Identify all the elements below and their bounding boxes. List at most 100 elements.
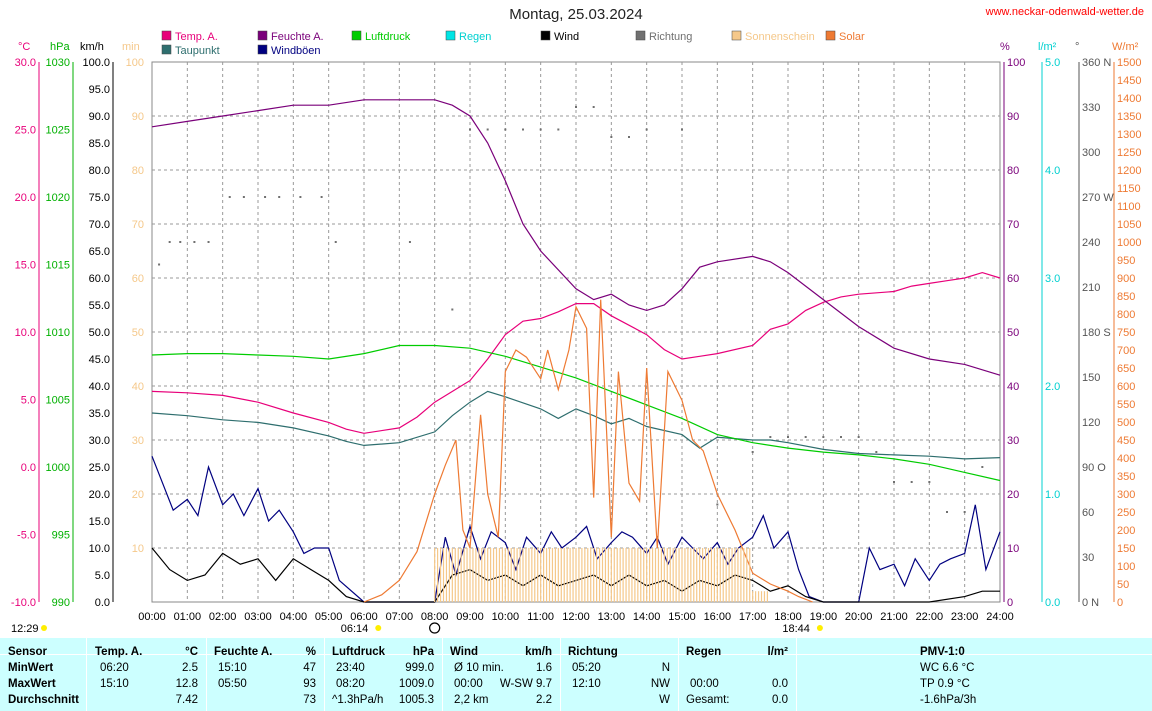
website-link[interactable]: www.neckar-odenwald-wetter.de bbox=[985, 6, 1144, 18]
direction-point bbox=[822, 436, 825, 438]
y-tick-label-solar: 100 bbox=[1117, 561, 1135, 573]
col-unit-temp: °C bbox=[185, 646, 198, 658]
y-tick-label-temp: 30.0 bbox=[15, 57, 36, 69]
x-tick-label: 00:00 bbox=[138, 611, 166, 623]
x-tick-label: 18:00 bbox=[774, 611, 802, 623]
y-tick-label-solar: 900 bbox=[1117, 273, 1135, 285]
y-tick-label-press: 1030 bbox=[46, 57, 70, 69]
min-wind-note: Ø 10 min. bbox=[454, 662, 504, 674]
y-tick-label-sunshine: 80 bbox=[132, 165, 144, 177]
legend-swatch-gust bbox=[257, 44, 268, 55]
min-press-time: 23:40 bbox=[336, 662, 365, 674]
y-tick-label-solar: 300 bbox=[1117, 489, 1135, 501]
y-tick-label-solar: 400 bbox=[1117, 453, 1135, 465]
y-tick-label-hum: 90 bbox=[1007, 111, 1019, 123]
col-unit-wind: km/h bbox=[525, 646, 552, 658]
y-tick-label-wind: 10.0 bbox=[89, 543, 110, 555]
legend-swatch-wind bbox=[540, 30, 551, 41]
x-tick-label: 02:00 bbox=[209, 611, 237, 623]
y-tick-label-hum: 40 bbox=[1007, 381, 1019, 393]
direction-point bbox=[320, 196, 323, 198]
y-tick-label-press: 995 bbox=[52, 530, 70, 542]
direction-point bbox=[804, 436, 807, 438]
direction-point bbox=[787, 436, 789, 438]
y-tick-label-temp: -10.0 bbox=[11, 597, 36, 609]
column-divider bbox=[678, 638, 679, 711]
direction-point bbox=[963, 511, 966, 513]
y-tick-label-sunshine: 20 bbox=[132, 489, 144, 501]
y-tick-label-hum: 10 bbox=[1007, 543, 1019, 555]
x-tick-label: 03:00 bbox=[244, 611, 272, 623]
col-header-pmv: PMV-1:0 bbox=[920, 646, 965, 658]
direction-point bbox=[228, 196, 231, 198]
min-temp-value: 2.5 bbox=[182, 662, 198, 674]
avg-hum-value: 73 bbox=[303, 694, 316, 706]
direction-point bbox=[469, 128, 471, 131]
direction-point bbox=[875, 451, 878, 453]
direction-point bbox=[910, 481, 913, 483]
direction-point bbox=[575, 106, 577, 108]
sunrise-time: 06:14 bbox=[341, 623, 369, 635]
y-tick-label-solar: 250 bbox=[1117, 507, 1135, 519]
min-dir-value: N bbox=[661, 662, 670, 674]
y-tick-label-press: 1020 bbox=[46, 192, 70, 204]
col-unit-hum: % bbox=[305, 646, 316, 658]
x-tick-label: 13:00 bbox=[598, 611, 626, 623]
x-tick-label: 11:00 bbox=[527, 611, 554, 623]
pmv-wind-chill: WC 6.6 °C bbox=[920, 662, 975, 674]
press-trend: ^1.3hPa/h bbox=[332, 694, 384, 706]
col-header-sensor: Sensor bbox=[8, 646, 47, 658]
legend-swatch-press bbox=[351, 30, 362, 41]
series-line-dew bbox=[151, 390, 1001, 460]
axis-unit-label: hPa bbox=[50, 41, 70, 53]
min-wind-value: 1.6 bbox=[536, 662, 552, 674]
direction-point bbox=[893, 481, 895, 483]
y-tick-label-hum: 80 bbox=[1007, 165, 1019, 177]
x-tick-label: 07:00 bbox=[386, 611, 414, 623]
y-tick-label-dir: 330 bbox=[1082, 102, 1100, 114]
y-tick-label-dir: 180 S bbox=[1082, 327, 1111, 339]
direction-point bbox=[334, 241, 337, 243]
y-tick-label-dir: 360 N bbox=[1082, 57, 1111, 69]
y-tick-label-wind: 70.0 bbox=[89, 219, 110, 231]
y-tick-label-solar: 1500 bbox=[1117, 57, 1141, 69]
axis-unit-label: min bbox=[122, 41, 140, 53]
x-tick-label: 08:00 bbox=[421, 611, 449, 623]
y-tick-label-solar: 200 bbox=[1117, 525, 1135, 537]
col-unit-press: hPa bbox=[412, 646, 434, 658]
min-dir-time: 05:20 bbox=[572, 662, 601, 674]
legend-swatch-dew bbox=[161, 44, 172, 55]
y-tick-label-solar: 1350 bbox=[1117, 111, 1141, 123]
direction-point bbox=[408, 241, 411, 243]
y-tick-label-wind: 95.0 bbox=[89, 84, 110, 96]
pmv-press-trend: -1.6hPa/3h bbox=[920, 694, 977, 706]
direction-point bbox=[264, 196, 267, 198]
col-header-temp: Temp. A. bbox=[95, 646, 143, 658]
x-tick-label: 21:00 bbox=[880, 611, 908, 623]
direction-point bbox=[628, 136, 630, 138]
y-tick-label-temp: 20.0 bbox=[15, 192, 36, 204]
series-line-gust bbox=[151, 455, 1001, 603]
y-tick-label-wind: 20.0 bbox=[89, 489, 110, 501]
y-tick-label-dir: 210 bbox=[1082, 282, 1100, 294]
direction-point bbox=[193, 241, 196, 243]
legend-swatch-sun bbox=[731, 30, 742, 41]
y-tick-label-wind: 55.0 bbox=[89, 300, 110, 312]
row-label-average: Durchschnitt bbox=[8, 694, 79, 706]
col-header-rain: Regen bbox=[686, 646, 722, 658]
y-tick-label-wind: 0.0 bbox=[95, 597, 110, 609]
x-tick-label: 05:00 bbox=[315, 611, 343, 623]
y-tick-label-sunshine: 40 bbox=[132, 381, 144, 393]
min-temp-time: 06:20 bbox=[100, 662, 129, 674]
y-tick-label-solar: 600 bbox=[1117, 381, 1135, 393]
y-tick-label-sunshine: 50 bbox=[132, 327, 144, 339]
y-tick-label-wind: 5.0 bbox=[95, 570, 110, 582]
weather-chart: 00:00 01:00 02:00 03:00 04:00 05:00 06:00 07:00… bbox=[11, 30, 1141, 635]
y-tick-label-dir: 90 O bbox=[1082, 462, 1106, 474]
y-tick-label-press: 1005 bbox=[46, 395, 70, 407]
y-tick-label-solar: 1000 bbox=[1117, 237, 1141, 249]
max-temp-value: 12.8 bbox=[175, 678, 198, 690]
column-divider bbox=[86, 638, 87, 711]
y-tick-label-press: 1015 bbox=[46, 260, 70, 272]
y-tick-label-rain: 1.0 bbox=[1045, 489, 1060, 501]
